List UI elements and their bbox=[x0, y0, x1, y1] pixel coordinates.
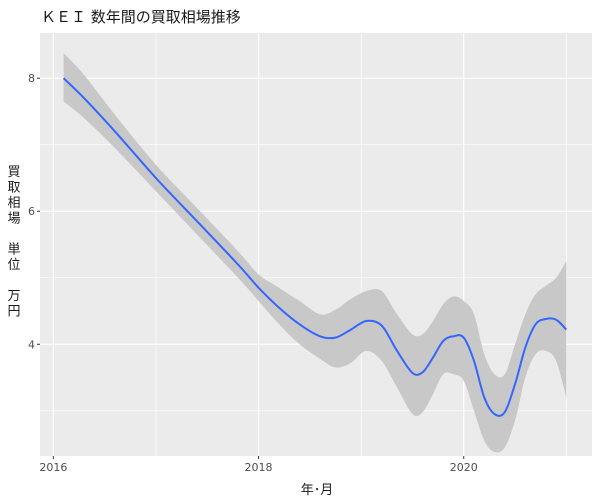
x-tick-label-2016: 2016 bbox=[39, 461, 67, 474]
x-axis-ticks: 2016 2018 2020 bbox=[39, 456, 478, 474]
y-axis-title-char: 万 bbox=[7, 289, 20, 304]
y-tick-label-4: 4 bbox=[28, 338, 35, 351]
chart-title: ＫＥＩ 数年間の買取相場推移 bbox=[41, 8, 241, 26]
y-axis-title-char: 場 bbox=[7, 212, 20, 227]
x-axis-title: 年･月 bbox=[301, 483, 334, 498]
y-axis-title-char: 相 bbox=[7, 196, 20, 211]
y-axis-title-char: 買 bbox=[7, 165, 20, 180]
y-tick-label-6: 6 bbox=[28, 205, 35, 218]
x-tick-label-2018: 2018 bbox=[245, 461, 273, 474]
y-axis-ticks: 4 6 8 bbox=[28, 72, 40, 351]
y-axis-title-char: 位 bbox=[7, 258, 20, 273]
y-tick-label-8: 8 bbox=[28, 72, 35, 85]
y-axis-title-char: 円 bbox=[7, 305, 20, 320]
x-tick-label-2020: 2020 bbox=[450, 461, 478, 474]
y-axis-title-char: 単 bbox=[7, 242, 20, 258]
confidence-band bbox=[63, 53, 567, 453]
y-axis-title-char: 取 bbox=[7, 181, 20, 196]
grid-minor bbox=[40, 33, 592, 456]
series-line bbox=[62, 77, 568, 417]
